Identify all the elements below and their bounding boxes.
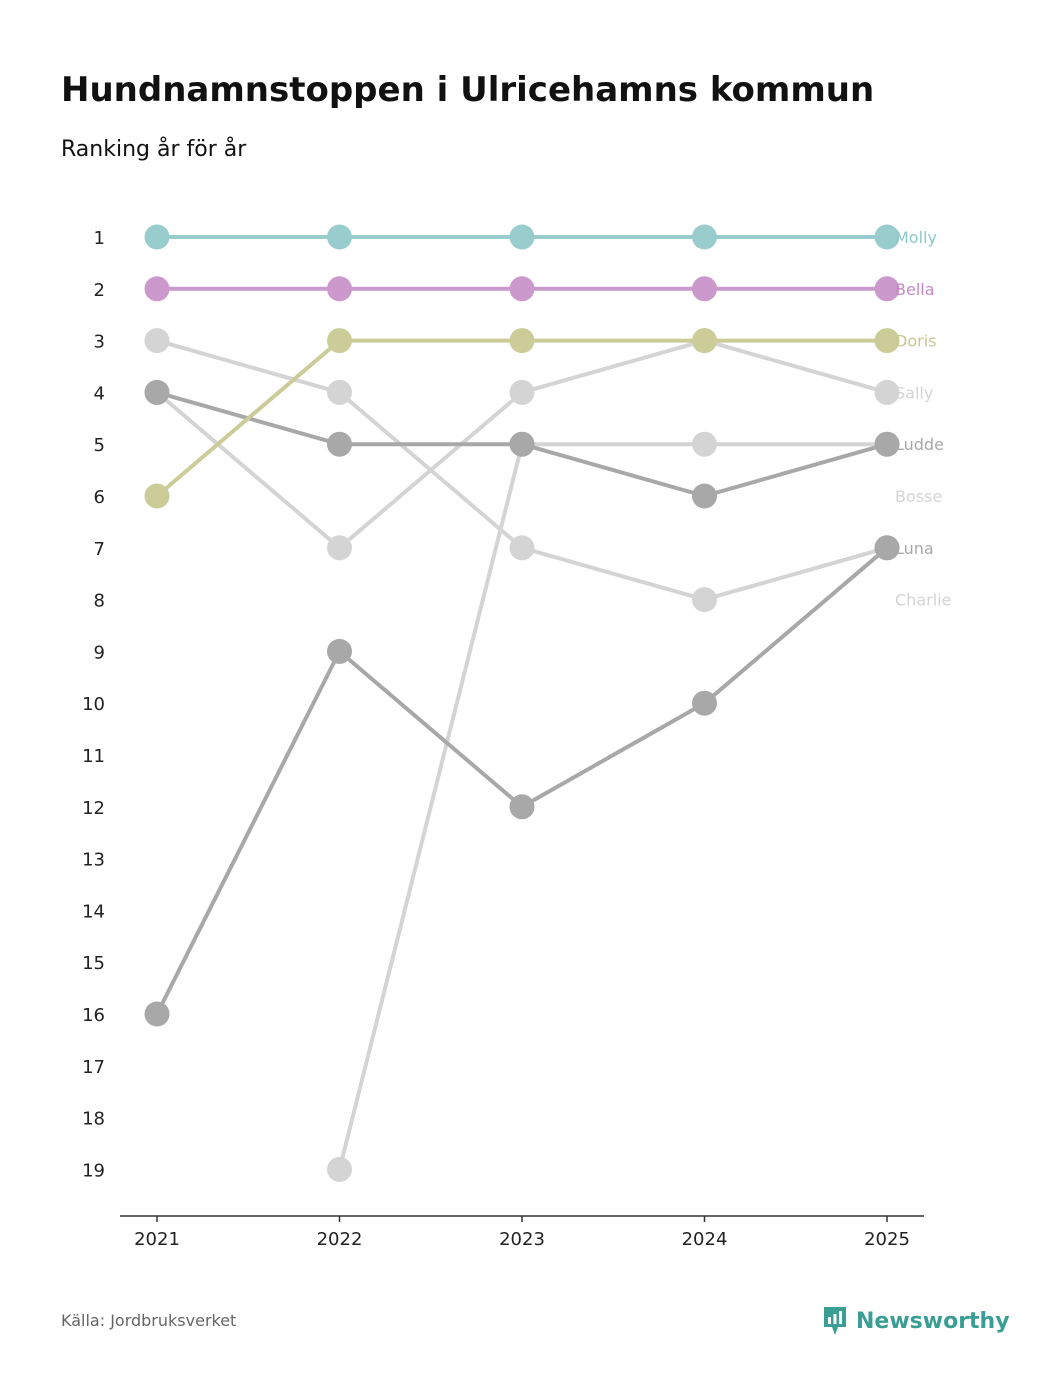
data-point-charlie — [327, 535, 352, 560]
y-tick-label: 1 — [94, 228, 105, 249]
y-tick-label: 4 — [94, 383, 105, 404]
y-tick-label: 17 — [82, 1057, 105, 1078]
y-tick-label: 13 — [82, 850, 105, 871]
y-tick-label: 5 — [94, 435, 105, 456]
data-point-luna — [510, 794, 535, 819]
bump-chart: 12345678910111213141516171819 MollyBella… — [0, 0, 1042, 1400]
y-tick-label: 19 — [82, 1160, 105, 1181]
data-point-luna — [145, 1002, 170, 1027]
data-point-doris — [327, 328, 352, 353]
data-point-sally — [327, 1157, 352, 1182]
series-line-sally — [340, 444, 888, 1169]
y-tick-label: 6 — [94, 487, 105, 508]
data-point-doris — [145, 484, 170, 509]
series-end-label: Sally — [895, 383, 933, 402]
y-tick-label: 14 — [82, 901, 105, 922]
x-tick-label: 2022 — [317, 1229, 363, 1250]
data-point-bosse — [145, 328, 170, 353]
y-tick-label: 18 — [82, 1109, 105, 1130]
y-tick-label: 8 — [94, 591, 105, 612]
series-end-label: Molly — [895, 228, 937, 247]
series-end-label: Doris — [895, 332, 936, 351]
data-point-luna — [692, 691, 717, 716]
data-point-ludde — [510, 432, 535, 457]
data-point-charlie — [510, 380, 535, 405]
data-point-doris — [510, 328, 535, 353]
series-line-doris — [157, 341, 887, 496]
series-lines — [157, 237, 887, 1169]
data-point-molly — [145, 225, 170, 250]
y-tick-label: 12 — [82, 798, 105, 819]
data-point-sally — [692, 432, 717, 457]
y-tick-label: 3 — [94, 332, 105, 353]
data-point-doris — [692, 328, 717, 353]
data-point-bella — [327, 276, 352, 301]
series-line-luna — [157, 548, 887, 1014]
data-point-molly — [510, 225, 535, 250]
data-point-bosse — [327, 380, 352, 405]
data-point-bella — [510, 276, 535, 301]
x-axis-ticks: 2021 2022 2023 2024 2025 — [134, 1216, 910, 1250]
y-tick-label: 2 — [94, 280, 105, 301]
data-point-molly — [692, 225, 717, 250]
brand-logo: Newsworthy — [822, 1305, 1010, 1337]
y-tick-label: 7 — [94, 539, 105, 560]
series-end-labels: Molly Bella Doris Sally Ludde Bosse Luna Charli… — [895, 228, 951, 610]
y-tick-label: 11 — [82, 746, 105, 767]
y-tick-label: 15 — [82, 953, 105, 974]
y-tick-label: 9 — [94, 642, 105, 663]
series-end-label: Ludde — [895, 435, 944, 454]
source-note: Källa: Jordbruksverket — [61, 1311, 236, 1330]
y-tick-label: 10 — [82, 694, 105, 715]
newsworthy-logo-icon — [822, 1305, 848, 1337]
series-end-label: Charlie — [895, 591, 951, 610]
data-point-bosse — [510, 535, 535, 560]
series-end-label: Bosse — [895, 487, 942, 506]
x-tick-label: 2023 — [499, 1229, 545, 1250]
series-end-label: Luna — [895, 539, 934, 558]
x-tick-label: 2024 — [682, 1229, 728, 1250]
data-point-bella — [145, 276, 170, 301]
x-tick-label: 2025 — [864, 1229, 910, 1250]
data-point-molly — [327, 225, 352, 250]
data-point-luna — [327, 639, 352, 664]
data-point-bella — [692, 276, 717, 301]
data-point-ludde — [145, 380, 170, 405]
y-tick-label: 16 — [82, 1005, 105, 1026]
x-tick-label: 2021 — [134, 1229, 180, 1250]
series-end-label: Bella — [895, 280, 935, 299]
data-point-ludde — [327, 432, 352, 457]
series-line-bosse — [157, 341, 887, 600]
data-point-bosse — [692, 587, 717, 612]
brand-name: Newsworthy — [856, 1309, 1010, 1334]
data-point-ludde — [692, 484, 717, 509]
